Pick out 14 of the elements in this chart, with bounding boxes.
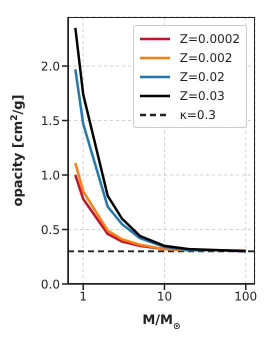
y-tick-label: 1.5 xyxy=(40,114,60,128)
x-tick-label: 100 xyxy=(234,290,258,304)
x-axis-title: M/M$_{⊙}$ xyxy=(142,313,181,332)
x-tick-label: 10 xyxy=(156,290,172,304)
y-tick-label: 1.0 xyxy=(40,168,60,182)
legend-label: κ=0.3 xyxy=(180,108,216,122)
legend-label: Z=0.02 xyxy=(180,70,225,84)
y-tick-label: 0.0 xyxy=(40,277,60,292)
x-tick-label: 1 xyxy=(79,290,88,304)
legend-label: Z=0.0002 xyxy=(180,32,240,46)
y-tick-label: 2.0 xyxy=(40,59,60,74)
legend-label: Z=0.03 xyxy=(180,88,225,102)
legend-label: Z=0.002 xyxy=(180,50,232,64)
y-tick-label: 0.5 xyxy=(40,222,60,237)
